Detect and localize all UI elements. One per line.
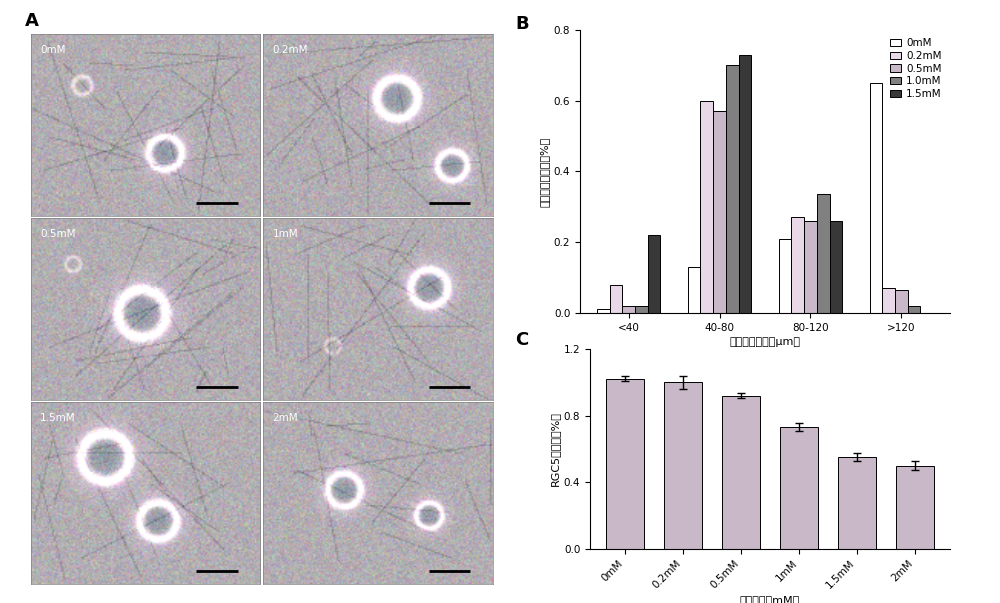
Text: 2mM: 2mM — [273, 413, 298, 423]
Bar — [726, 66, 739, 313]
Bar — [597, 309, 610, 313]
Legend: 0mM, 0.2mM, 0.5mM, 1.0mM, 1.5mM: 0mM, 0.2mM, 0.5mM, 1.0mM, 1.5mM — [887, 36, 945, 102]
Bar — [648, 235, 660, 313]
Text: A: A — [25, 12, 39, 30]
Text: 0.2mM: 0.2mM — [273, 45, 308, 55]
Text: B: B — [515, 15, 529, 33]
Bar — [895, 290, 908, 313]
X-axis label: 最长突起长度（μm）: 最长突起长度（μm） — [730, 336, 801, 347]
Bar — [780, 428, 818, 549]
Bar — [779, 239, 791, 313]
Bar — [713, 112, 726, 313]
Bar — [688, 267, 700, 313]
Bar — [908, 306, 920, 313]
Bar — [664, 382, 702, 549]
Bar — [804, 221, 817, 313]
Bar — [610, 285, 622, 313]
Bar — [606, 379, 644, 549]
Bar — [830, 221, 842, 313]
Text: 0.5mM: 0.5mM — [40, 229, 76, 239]
Text: C: C — [515, 331, 528, 349]
Bar — [838, 457, 876, 549]
Bar — [817, 194, 830, 313]
Bar — [870, 83, 882, 313]
Bar — [722, 396, 760, 549]
Text: 1.5mM: 1.5mM — [40, 413, 76, 423]
Text: 1mM: 1mM — [273, 229, 298, 239]
Bar — [791, 218, 804, 313]
X-axis label: 丙烯酰胺（mM）: 丙烯酰胺（mM） — [740, 595, 800, 603]
Y-axis label: RGC5存活率（%）: RGC5存活率（%） — [549, 411, 559, 486]
Bar — [635, 306, 648, 313]
Bar — [896, 466, 934, 549]
Text: 0mM: 0mM — [40, 45, 66, 55]
Bar — [622, 306, 635, 313]
Y-axis label: 细胞数量百分比（%）: 细胞数量百分比（%） — [540, 136, 550, 207]
Bar — [739, 55, 751, 313]
Bar — [700, 101, 713, 313]
Bar — [882, 288, 895, 313]
